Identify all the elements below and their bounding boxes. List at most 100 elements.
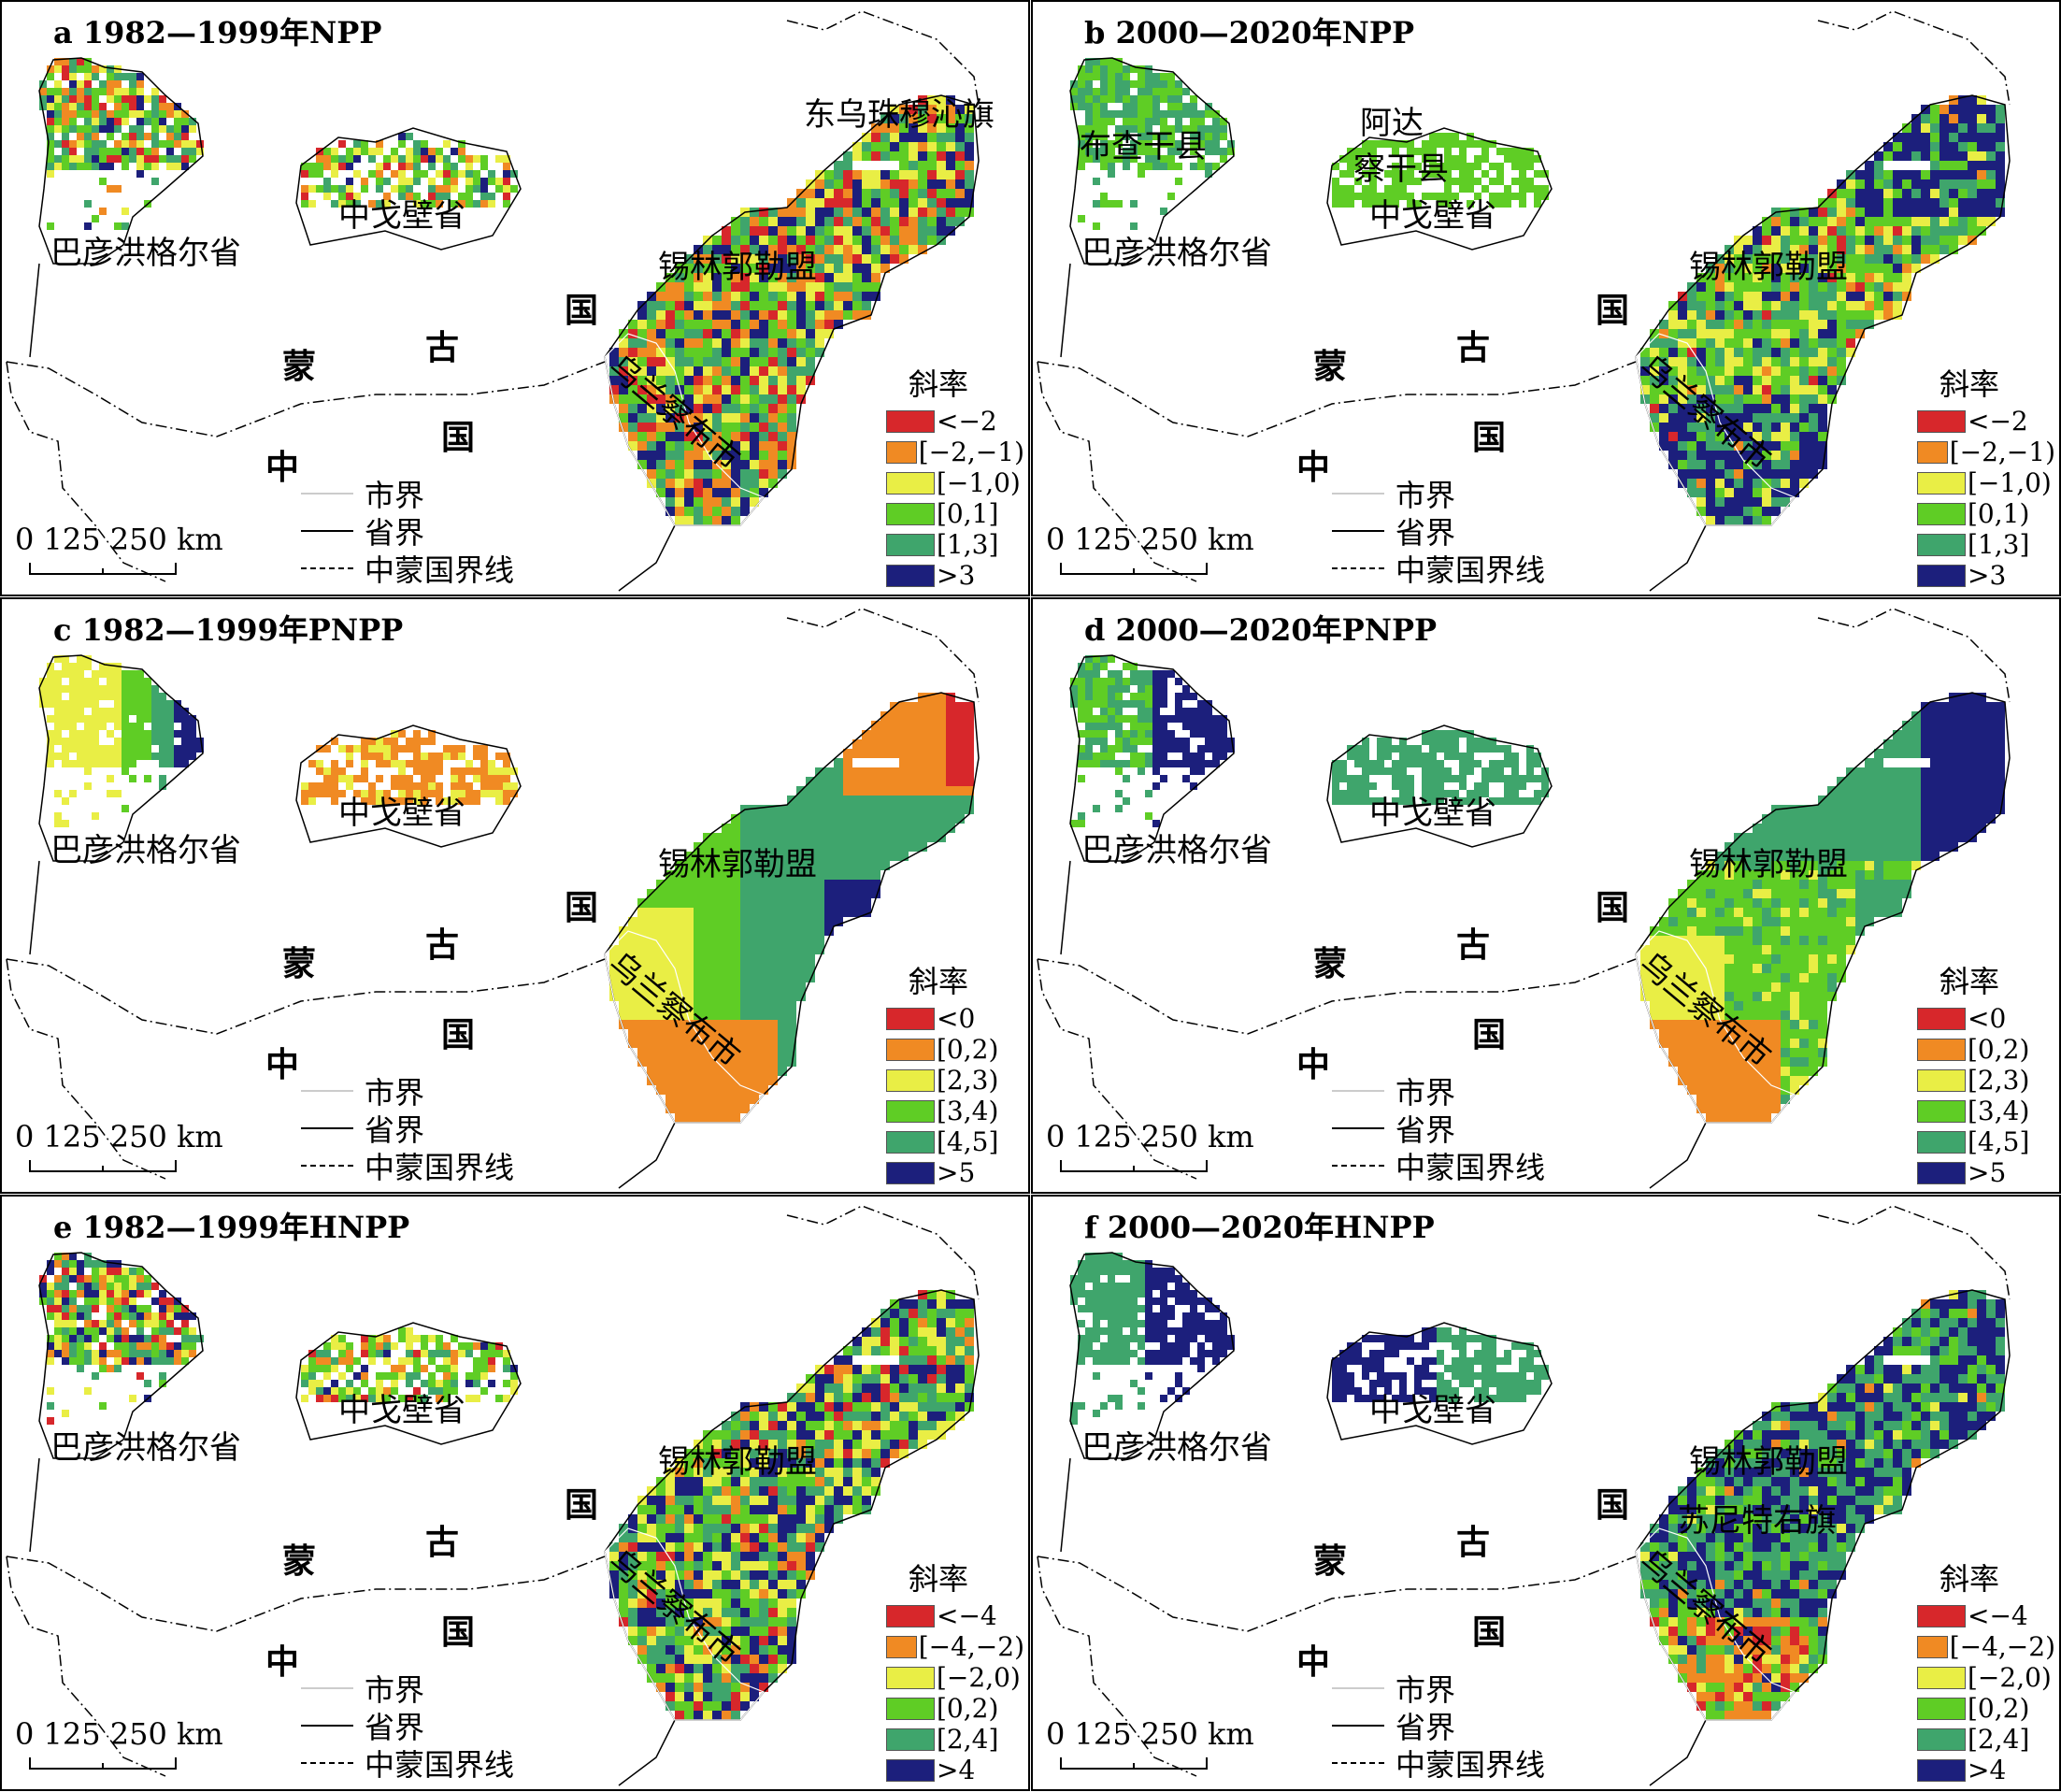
label-country-guo: 国 (1596, 291, 1630, 330)
legend-swatch (1917, 502, 1966, 525)
label-xilin: 锡林郭勒盟 (1689, 846, 1848, 883)
province-boundary-bayan (1069, 654, 1235, 862)
label-country-guo2: 国 (1472, 1613, 1507, 1652)
label-country-meng: 蒙 (282, 347, 317, 386)
map-canvas (1037, 10, 2011, 592)
map-canvas (1037, 608, 2011, 1189)
legend-item: [0,2) (886, 1693, 1024, 1724)
slope-raster (39, 58, 974, 525)
boundary-legend-label: 中蒙国界线 (365, 552, 515, 588)
legend-label: >5 (1968, 1157, 2007, 1188)
map-panel-f: f 2000—2020年HNPP 巴彦洪格尔省 中戈壁省 锡林郭勒盟 乌兰察布市蒙古国中… (1031, 1195, 2061, 1791)
border-line (6, 958, 606, 1035)
province-boundary-south (618, 1719, 676, 1786)
panel-title: d 2000—2020年PNPP (1084, 612, 1438, 648)
boundary-line-sample (301, 1725, 353, 1727)
boundary-legend-item: 市界 (1332, 1072, 1545, 1111)
legend-swatch (886, 1604, 935, 1627)
label-county: 苏尼特右旗 (1678, 1502, 1837, 1540)
legend-swatch (1917, 1758, 1966, 1782)
legend-item: [−4,−2) (886, 1631, 1024, 1662)
legend-swatch (886, 471, 935, 495)
legend-swatch (1917, 440, 1948, 464)
boundary-legend-item: 市界 (1332, 1670, 1545, 1708)
label-county-2: 阿达 (1360, 105, 1424, 142)
boundary-legend-label: 市界 (1395, 478, 1456, 513)
legend-swatch (886, 1666, 935, 1689)
scale-bar: 0 125 250 km (1046, 1716, 1254, 1782)
legend-item: [3,4) (1917, 1096, 2055, 1126)
label-gobi: 中戈壁省 (1369, 1392, 1496, 1429)
label-xilin: 锡林郭勒盟 (658, 1443, 817, 1481)
scale-bar-line (1060, 563, 1208, 575)
label-country-guo2: 国 (441, 418, 476, 457)
border-line-west (6, 1555, 166, 1777)
legend-swatch (1917, 564, 1966, 587)
legend-swatch (886, 1697, 935, 1720)
legend-label: >3 (937, 560, 976, 591)
boundary-legend-label: 市界 (1395, 1672, 1456, 1708)
legend-label: <−4 (937, 1600, 997, 1631)
legend-swatch (1917, 1161, 1966, 1184)
legend-item: [2,4] (886, 1724, 1024, 1755)
label-country-meng: 蒙 (1313, 1541, 1348, 1581)
border-line (1037, 958, 1637, 1035)
boundary-legend-label: 省界 (365, 1112, 425, 1148)
province-boundary-south (1649, 524, 1707, 592)
slope-raster (39, 655, 974, 1123)
province-boundary-gobi (1326, 724, 1553, 848)
scale-bar-label: 0 125 250 km (15, 1119, 223, 1154)
label-country-meng: 蒙 (1313, 944, 1348, 983)
legend-swatch (1917, 1666, 1966, 1689)
boundary-line-sample (1332, 1090, 1384, 1092)
map-panel-d: d 2000—2020年PNPP 巴彦洪格尔省 中戈壁省 锡林郭勒盟 乌兰察布市蒙古国中… (1031, 597, 2061, 1194)
scale-bar: 0 125 250 km (15, 522, 223, 587)
slope-raster (1070, 58, 2005, 525)
label-country-gu: 古 (425, 925, 460, 965)
legend-label: >3 (1968, 560, 2007, 591)
boundary-legend-label: 省界 (1395, 1112, 1456, 1148)
legend-label: [2,4] (937, 1724, 999, 1755)
map-panel-b: b 2000—2020年NPP 巴彦洪格尔省 中戈壁省 锡林郭勒盟 乌兰察布市蒙古国中国… (1031, 0, 2061, 596)
legend-item: <−2 (1917, 406, 2055, 437)
label-xilin: 锡林郭勒盟 (658, 846, 817, 883)
label-bayan: 巴彦洪格尔省 (50, 235, 241, 272)
city-boundary-wulan (604, 930, 765, 1124)
scale-bar: 0 125 250 km (1046, 1119, 1254, 1184)
boundary-legend-item: 中蒙国界线 (1332, 1744, 1545, 1783)
province-boundary-gobi (1326, 1322, 1553, 1445)
label-gobi: 中戈壁省 (338, 795, 465, 832)
boundary-legend-label: 中蒙国界线 (1395, 552, 1546, 588)
border-line-north (786, 10, 980, 106)
legend-label: [1,3] (1968, 529, 2030, 560)
legend-item: [2,4] (1917, 1724, 2055, 1755)
label-country-guo: 国 (565, 1485, 599, 1525)
map-canvas (6, 608, 980, 1189)
legend-label: [0,2) (1968, 1693, 2030, 1724)
legend-label: [4,5] (937, 1126, 999, 1157)
legend-title: 斜率 (1939, 964, 2000, 999)
boundary-line-sample (1332, 530, 1384, 532)
map-canvas (6, 10, 980, 592)
legend-swatch (1917, 1007, 1966, 1030)
legend-label: [−4,−2) (918, 1631, 1024, 1662)
boundary-line-sample (301, 1687, 353, 1689)
legend-item: [4,5] (1917, 1126, 2055, 1157)
province-boundary-bayan-south (1060, 1457, 1071, 1553)
legend-label: <−2 (1968, 406, 2028, 437)
legend-title: 斜率 (909, 366, 969, 402)
legend-swatch (886, 1635, 917, 1658)
slope-legend: 斜率 <0 [0,2) [2,3) [3,4) [4,5] >5 (1917, 958, 2055, 1188)
province-boundary-gobi (295, 724, 522, 848)
scale-bar-label: 0 125 250 km (1046, 522, 1254, 557)
panel-title: f 2000—2020年HNPP (1084, 1210, 1435, 1245)
province-boundary-south (1649, 1122, 1707, 1189)
map-canvas (1037, 1205, 2011, 1786)
legend-label: [1,3] (937, 529, 999, 560)
legend-swatch (886, 1727, 935, 1751)
legend-label: [−4,−2) (1949, 1631, 2055, 1662)
legend-label: [3,4) (1968, 1096, 2030, 1126)
legend-label: <0 (937, 1003, 976, 1034)
province-boundary-bayan-south (29, 860, 40, 955)
scale-bar: 0 125 250 km (15, 1119, 223, 1184)
